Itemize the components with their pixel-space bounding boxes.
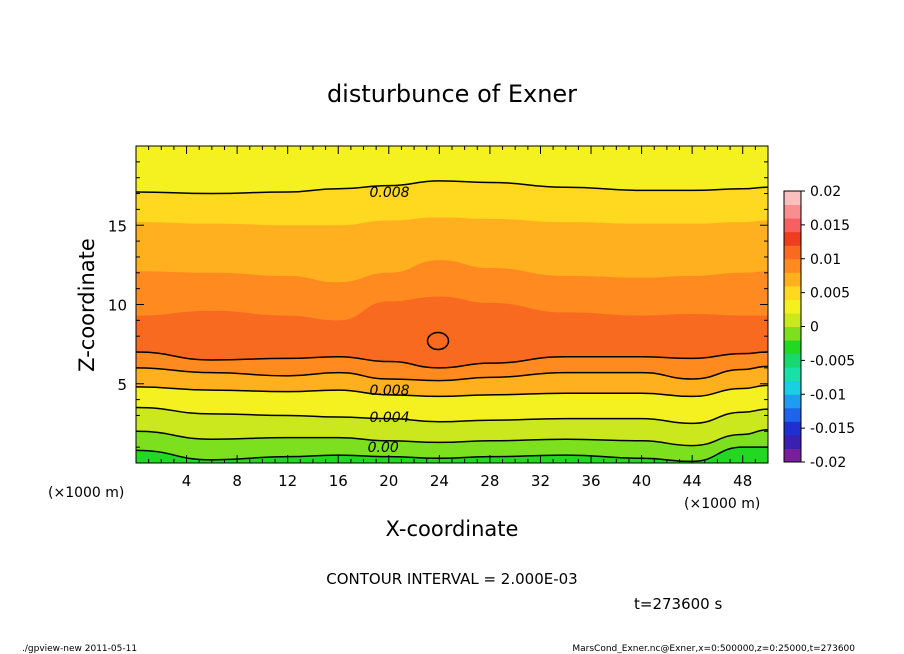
x-tick-label: 40 [632,472,651,490]
colorbar-tick-label: 0.015 [810,218,850,234]
colorbar-swatch [784,340,801,355]
colorbar-swatch [784,380,801,395]
colorbar-swatch [784,218,801,233]
contour-label: 0.00 [368,440,399,456]
colorbar-swatch [784,245,801,260]
contour-line [136,180,768,195]
x-tick-label: 44 [683,472,702,490]
colorbar-swatch [784,231,801,246]
colorbar-swatch [784,407,801,422]
y-tick-label: 15 [108,217,127,235]
contour-labels: 0.008 0.008 0.004 0.00 [368,185,410,456]
colorbar-tick-label: 0 [810,320,819,336]
y-axis-title: Z-coordinate [75,238,99,372]
chart-title: disturbunce of Exner [327,80,577,108]
colorbar-swatch [784,299,801,314]
footer-left: ./gpview-new 2011-05-11 [22,644,137,654]
colorbar-swatch [784,434,801,449]
colorbar-swatch [784,367,801,382]
x-tick-label: 12 [278,472,297,490]
colorbar-swatch [784,204,801,219]
contour-line [136,351,768,369]
contour-label: 0.008 [369,185,409,201]
x-axis: 4 8 12 16 20 24 28 32 36 40 44 48 [148,146,756,490]
x-tick-label: 20 [379,472,398,490]
colorbar: 0.02 0.015 0.01 0.005 0 -0.005 -0.01 -0.015 -0.0… [783,184,855,471]
colorbar-tick-label: -0.02 [810,455,846,471]
colorbar-tick-label: 0.02 [810,184,841,200]
x-tick-label: 36 [581,472,600,490]
colorbar-swatch [784,394,801,409]
colorbar-tick-label: -0.015 [810,421,855,437]
contour-line [136,365,768,382]
contour-line [136,384,768,398]
closed-contour [426,331,450,351]
colorbar-swatch [784,258,801,273]
colorbar-swatch [784,191,801,206]
contour-line [136,446,768,463]
y-tick-label: 5 [117,376,127,394]
x-axis-title: X-coordinate [386,517,519,541]
contour-lines [136,180,768,463]
colorbar-tick-label: 0.01 [810,252,841,268]
x-tick-label: 16 [329,472,348,490]
time-text: t=273600 s [634,595,722,613]
colorbar-swatch [784,448,801,463]
colorbar-tick-label: 0.005 [810,286,850,302]
contour-line [136,428,768,447]
x-tick-label: 8 [232,472,242,490]
colorbar-swatch [784,353,801,368]
y-axis: 5 10 15 [108,161,768,448]
x-tick-label: 24 [430,472,449,490]
x-tick-label: 28 [480,472,499,490]
contour-line [136,406,768,425]
colorbar-swatch [784,326,801,341]
colorbar-swatch [784,272,801,287]
y-unit-label: (×1000 m) [48,485,124,501]
contour-interval-text: CONTOUR INTERVAL = 2.000E-03 [326,570,577,588]
colorbar-swatch [784,312,801,327]
colorbar-swatch [784,421,801,436]
y-tick-label: 10 [108,297,127,315]
footer-right: MarsCond_Exner.nc@Exner,x=0:500000,z=0:2… [572,644,855,654]
filled-contours [136,146,768,463]
x-unit-label: (×1000 m) [684,496,760,512]
colorbar-tick-label: -0.01 [810,387,846,403]
x-tick-label: 4 [182,472,192,490]
contour-label: 0.008 [369,383,409,399]
colorbar-swatch [784,285,801,300]
x-tick-label: 48 [733,472,752,490]
band-0.000 [136,447,768,463]
x-tick-label: 32 [531,472,550,490]
contour-label: 0.004 [369,410,409,426]
colorbar-tick-label: -0.005 [810,353,855,369]
